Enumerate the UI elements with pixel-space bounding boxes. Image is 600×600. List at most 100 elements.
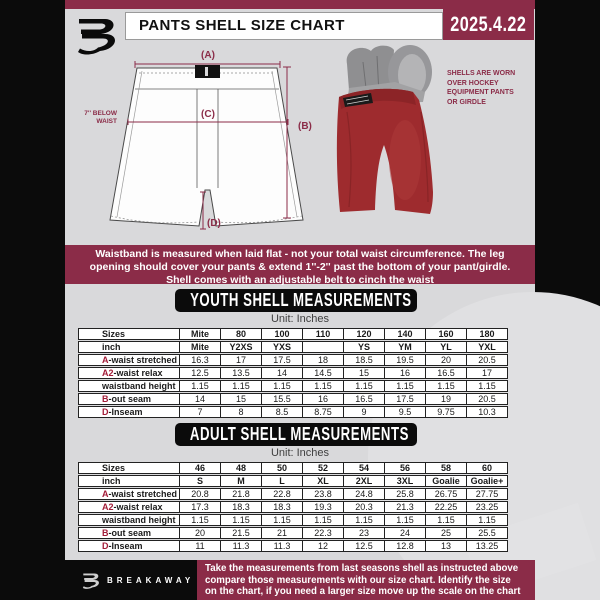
text-line: opening should cover your pants & extend… <box>89 261 511 273</box>
table-cell: 16.5 <box>343 394 384 404</box>
table-cell: 19.5 <box>384 355 425 365</box>
front-panel-lines <box>196 89 219 188</box>
shell-highlight <box>389 120 421 200</box>
table-cell: 16.3 <box>179 355 220 365</box>
table-cell: 16 <box>302 394 343 404</box>
table-cell: 18.5 <box>343 355 384 365</box>
table-cell: 16.5 <box>425 368 466 378</box>
table-row: Sizes 46 48 50 52 54 56 58 60 <box>78 462 508 474</box>
table-cell: 17.5 <box>261 355 302 365</box>
side-seam-lines <box>116 70 298 218</box>
table-cell: 14 <box>179 394 220 404</box>
row-label-prefix: D <box>102 407 109 417</box>
table-cell: 1.15 <box>384 381 425 391</box>
table-cell: 13 <box>425 541 466 551</box>
table-cell: 80 <box>220 329 261 339</box>
shell-photo <box>336 45 433 214</box>
table-row: A2-waist relax 17.3 18.3 18.3 19.3 20.3 21.3 22… <box>78 501 508 513</box>
adult-heading: ADULT SHELL MEASUREMENTS <box>175 423 417 446</box>
table-cell: 1.15 <box>384 515 425 525</box>
table-row: waistband height 1.15 1.15 1.15 1.15 1.15 1.15… <box>78 380 508 392</box>
row-label: waistband height <box>102 381 176 391</box>
top-maroon-strip <box>65 0 535 9</box>
table-row: A-waist stretched 16.3 17 17.5 18 18.5 19.5 20 2… <box>78 354 508 366</box>
row-label: A2-waist relax <box>102 502 163 512</box>
table-cell: 1.15 <box>220 381 261 391</box>
row-label: A-waist stretched <box>102 355 178 365</box>
table-cell: 13.5 <box>220 368 261 378</box>
table-cell: 12.5 <box>179 368 220 378</box>
row-label: Sizes <box>102 463 126 473</box>
table-cell: 1.15 <box>179 515 220 525</box>
table-cell: 9.75 <box>425 407 466 417</box>
text-line: SHELLS ARE WORN <box>447 70 516 77</box>
table-cell: 16 <box>384 368 425 378</box>
table-row: waistband height 1.15 1.15 1.15 1.15 1.15 1.15… <box>78 514 508 526</box>
table-cell: 46 <box>179 463 220 473</box>
adult-unit-label: Unit: Inches <box>270 447 330 459</box>
row-label: waistband height <box>102 515 176 525</box>
table-cell: 15 <box>343 368 384 378</box>
table-cell: Goalie+ <box>466 476 507 486</box>
table-row: Sizes Mite 80 100 110 120 140 160 180 <box>78 328 508 340</box>
table-cell: 110 <box>302 329 343 339</box>
table-cell: 20 <box>425 355 466 365</box>
table-cell: 22.25 <box>425 502 466 512</box>
youth-heading: YOUTH SHELL MEASUREMENTS <box>175 289 417 312</box>
table-row: D-Inseam 7 8 8.5 8.75 9 9.5 9.75 10.3 <box>78 406 508 418</box>
table-cell: 2XL <box>343 476 384 486</box>
table-cell: Y2XS <box>220 342 261 352</box>
table-cell: 11.3 <box>261 541 302 551</box>
table-cell: 1.15 <box>302 515 343 525</box>
text-line: OR GIRDLE <box>447 98 486 106</box>
table-cell: 17 <box>220 355 261 365</box>
table-cell: 21.3 <box>384 502 425 512</box>
row-label-prefix: B <box>102 528 109 538</box>
below-waist-label: 7'' BELOW WAIST <box>72 110 117 126</box>
table-cell: 12 <box>302 541 343 551</box>
label-a: (A) <box>201 50 215 61</box>
text-line: Shell comes with an adjustable belt to c… <box>166 274 434 286</box>
table-cell: 23 <box>343 528 384 538</box>
table-cell: 11.3 <box>220 541 261 551</box>
table-cell: 56 <box>384 463 425 473</box>
date-badge: 2025.4.22 <box>443 9 534 40</box>
table-cell: 10.3 <box>466 407 507 417</box>
table-cell: YM <box>384 342 425 352</box>
shell-laces <box>345 95 370 105</box>
text-line: EQUIPMENT PANTS <box>447 89 514 96</box>
row-label-prefix: B <box>102 394 109 404</box>
table-row: B-out seam 14 15 15.5 16 16.5 17.5 19 20.5 <box>78 393 508 405</box>
table-cell: L <box>261 476 302 486</box>
row-label: inch <box>102 476 121 486</box>
table-row: A2-waist relax 12.5 13.5 14 14.5 15 16 16.5 17 <box>78 367 508 379</box>
text-line: Take the measurements from last seasons … <box>205 563 519 574</box>
left-black-bar <box>0 0 65 600</box>
table-cell: 3XL <box>384 476 425 486</box>
shell-creases <box>346 111 429 208</box>
table-cell: 1.15 <box>425 515 466 525</box>
youth-table: Sizes Mite 80 100 110 120 140 160 180 inch Mite Y2X… <box>78 328 508 419</box>
table-cell: 22.3 <box>302 528 343 538</box>
page-title: PANTS SHELL SIZE CHART <box>125 12 443 40</box>
row-label: inch <box>102 342 121 352</box>
table-cell: 18 <box>302 355 343 365</box>
table-cell: 7 <box>179 407 220 417</box>
table-row: A-waist stretched 20.8 21.8 22.8 23.8 24.8 25.… <box>78 488 508 500</box>
shell-measurement-diagram: (A) (C) (B) (D) <box>109 50 312 230</box>
table-cell: 15.5 <box>261 394 302 404</box>
table-cell: 100 <box>261 329 302 339</box>
table-cell: 1.15 <box>466 381 507 391</box>
adult-table: Sizes 46 48 50 52 54 56 58 60 inch S M L XL 2XL 3XL Goal… <box>78 462 508 553</box>
row-label-prefix: D <box>102 541 109 551</box>
table-cell: Goalie <box>425 476 466 486</box>
table-cell: 15 <box>220 394 261 404</box>
table-cell: 17.3 <box>179 502 220 512</box>
measure-line-a <box>134 61 281 68</box>
hem-stitch-lines <box>110 215 303 224</box>
table-cell: 26.75 <box>425 489 466 499</box>
table-cell: 21.5 <box>220 528 261 538</box>
table-cell: 48 <box>220 463 261 473</box>
table-cell: 22.8 <box>261 489 302 499</box>
table-cell: 21 <box>261 528 302 538</box>
